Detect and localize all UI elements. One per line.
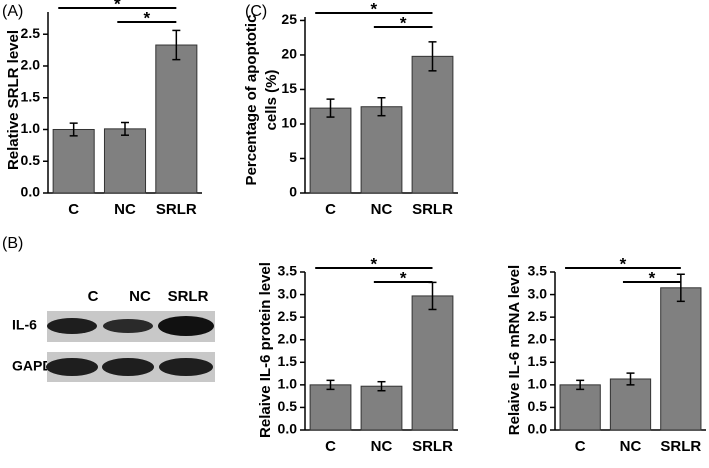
y-tick-label: 20 — [281, 46, 297, 62]
bar — [309, 107, 352, 194]
y-tick-label: 0.5 — [528, 398, 548, 414]
x-tick-label: C — [575, 438, 586, 455]
x-tick-label: C — [325, 438, 336, 455]
row-label: IL-6 — [12, 317, 37, 333]
lane-label: SRLR — [168, 288, 209, 305]
y-tick-label: 1.5 — [21, 88, 41, 104]
y-tick-label: 0.5 — [21, 152, 41, 168]
significance-star: * — [400, 268, 407, 287]
x-tick-label: C — [325, 201, 336, 218]
lane-label: NC — [129, 288, 151, 305]
y-tick-label: 0.0 — [278, 421, 298, 437]
bar — [103, 128, 147, 194]
band — [159, 358, 213, 376]
y-tick-label: 2.5 — [21, 25, 41, 41]
bar — [155, 44, 198, 194]
y-tick-label: 1.0 — [528, 376, 548, 392]
x-tick-label: C — [68, 201, 79, 218]
bar — [52, 128, 95, 194]
y-tick-label: 25 — [281, 11, 297, 27]
bar — [309, 384, 352, 431]
y-tick-label: 1.0 — [21, 120, 41, 136]
y-axis-label: Relative SRLR level — [5, 30, 22, 170]
bar — [660, 287, 702, 431]
x-tick-label: SRLR — [156, 201, 197, 218]
band — [102, 358, 154, 376]
y-tick-label: 3.0 — [528, 285, 548, 301]
band — [46, 358, 98, 376]
significance-star: * — [400, 13, 407, 32]
y-tick-label: 1.5 — [278, 353, 298, 369]
y-tick-label: 5 — [289, 149, 297, 165]
significance-star: * — [649, 268, 656, 287]
bar — [411, 55, 454, 194]
x-tick-label: NC — [620, 438, 642, 455]
panel-label: (B) — [2, 235, 23, 252]
x-tick-label: NC — [371, 438, 393, 455]
x-tick-label: NC — [371, 201, 393, 218]
bar — [609, 378, 652, 431]
x-tick-label: SRLR — [412, 438, 453, 455]
y-tick-label: 2.5 — [278, 308, 298, 324]
bar — [411, 295, 454, 431]
y-tick-label: 2.0 — [278, 330, 298, 346]
significance-star: * — [371, 254, 378, 273]
lane-label: C — [88, 288, 99, 305]
y-axis-label: Percentage of apoptotic — [243, 15, 260, 186]
y-axis-label: cells (%) — [263, 70, 280, 131]
y-tick-label: 2.0 — [21, 57, 41, 73]
x-tick-label: SRLR — [412, 201, 453, 218]
y-tick-label: 0.5 — [278, 398, 298, 414]
x-tick-label: NC — [114, 201, 136, 218]
band — [158, 316, 214, 336]
y-tick-label: 3.0 — [278, 285, 298, 301]
y-tick-label: 2.5 — [528, 308, 548, 324]
band — [47, 318, 97, 334]
significance-star: * — [144, 8, 151, 27]
western-blot: C NC SRLR IL-6 GAPDH — [12, 288, 215, 382]
y-tick-label: 15 — [281, 80, 297, 96]
y-tick-label: 10 — [281, 115, 297, 131]
significance-star: * — [620, 254, 627, 273]
y-tick-label: 3.5 — [528, 263, 548, 279]
bar — [559, 384, 601, 431]
y-tick-label: 1.0 — [278, 376, 298, 392]
y-tick-label: 0.0 — [528, 421, 548, 437]
bar — [360, 106, 403, 194]
panel-label: (A) — [2, 3, 23, 20]
band — [103, 319, 153, 333]
y-tick-label: 0 — [289, 184, 297, 200]
y-axis-label: Relaive IL-6 protein level — [257, 262, 274, 438]
y-axis-label: Relaive IL-6 mRNA level — [506, 265, 523, 435]
panel-label: (C) — [245, 3, 267, 20]
y-tick-label: 3.5 — [278, 263, 298, 279]
x-tick-label: SRLR — [660, 438, 701, 455]
y-tick-label: 2.0 — [528, 330, 548, 346]
y-tick-label: 0.0 — [21, 184, 41, 200]
significance-star: * — [371, 0, 378, 18]
y-tick-label: 1.5 — [528, 353, 548, 369]
bar — [360, 385, 403, 431]
significance-star: * — [114, 0, 121, 13]
